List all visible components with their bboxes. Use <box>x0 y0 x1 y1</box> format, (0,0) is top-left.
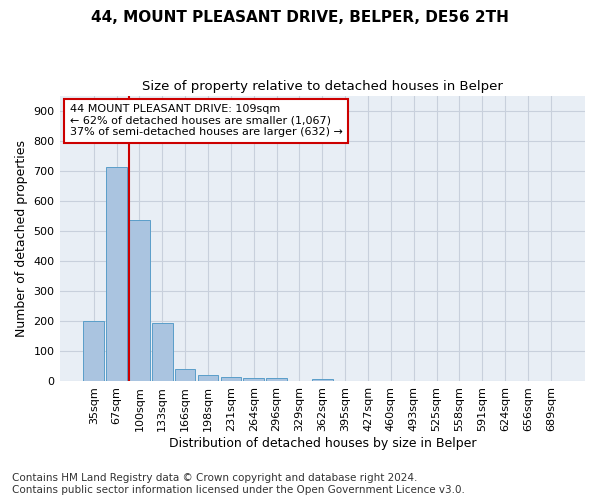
Text: 44, MOUNT PLEASANT DRIVE, BELPER, DE56 2TH: 44, MOUNT PLEASANT DRIVE, BELPER, DE56 2… <box>91 10 509 25</box>
Bar <box>221 377 241 382</box>
Bar <box>175 369 196 382</box>
Text: 44 MOUNT PLEASANT DRIVE: 109sqm
← 62% of detached houses are smaller (1,067)
37%: 44 MOUNT PLEASANT DRIVE: 109sqm ← 62% of… <box>70 104 343 138</box>
Bar <box>244 378 264 382</box>
Bar <box>312 379 332 382</box>
Bar <box>152 324 173 382</box>
Title: Size of property relative to detached houses in Belper: Size of property relative to detached ho… <box>142 80 503 93</box>
Bar <box>106 166 127 382</box>
X-axis label: Distribution of detached houses by size in Belper: Distribution of detached houses by size … <box>169 437 476 450</box>
Text: Contains HM Land Registry data © Crown copyright and database right 2024.
Contai: Contains HM Land Registry data © Crown c… <box>12 474 465 495</box>
Y-axis label: Number of detached properties: Number of detached properties <box>15 140 28 337</box>
Bar <box>198 376 218 382</box>
Bar <box>129 220 150 382</box>
Bar <box>83 321 104 382</box>
Bar <box>266 378 287 382</box>
